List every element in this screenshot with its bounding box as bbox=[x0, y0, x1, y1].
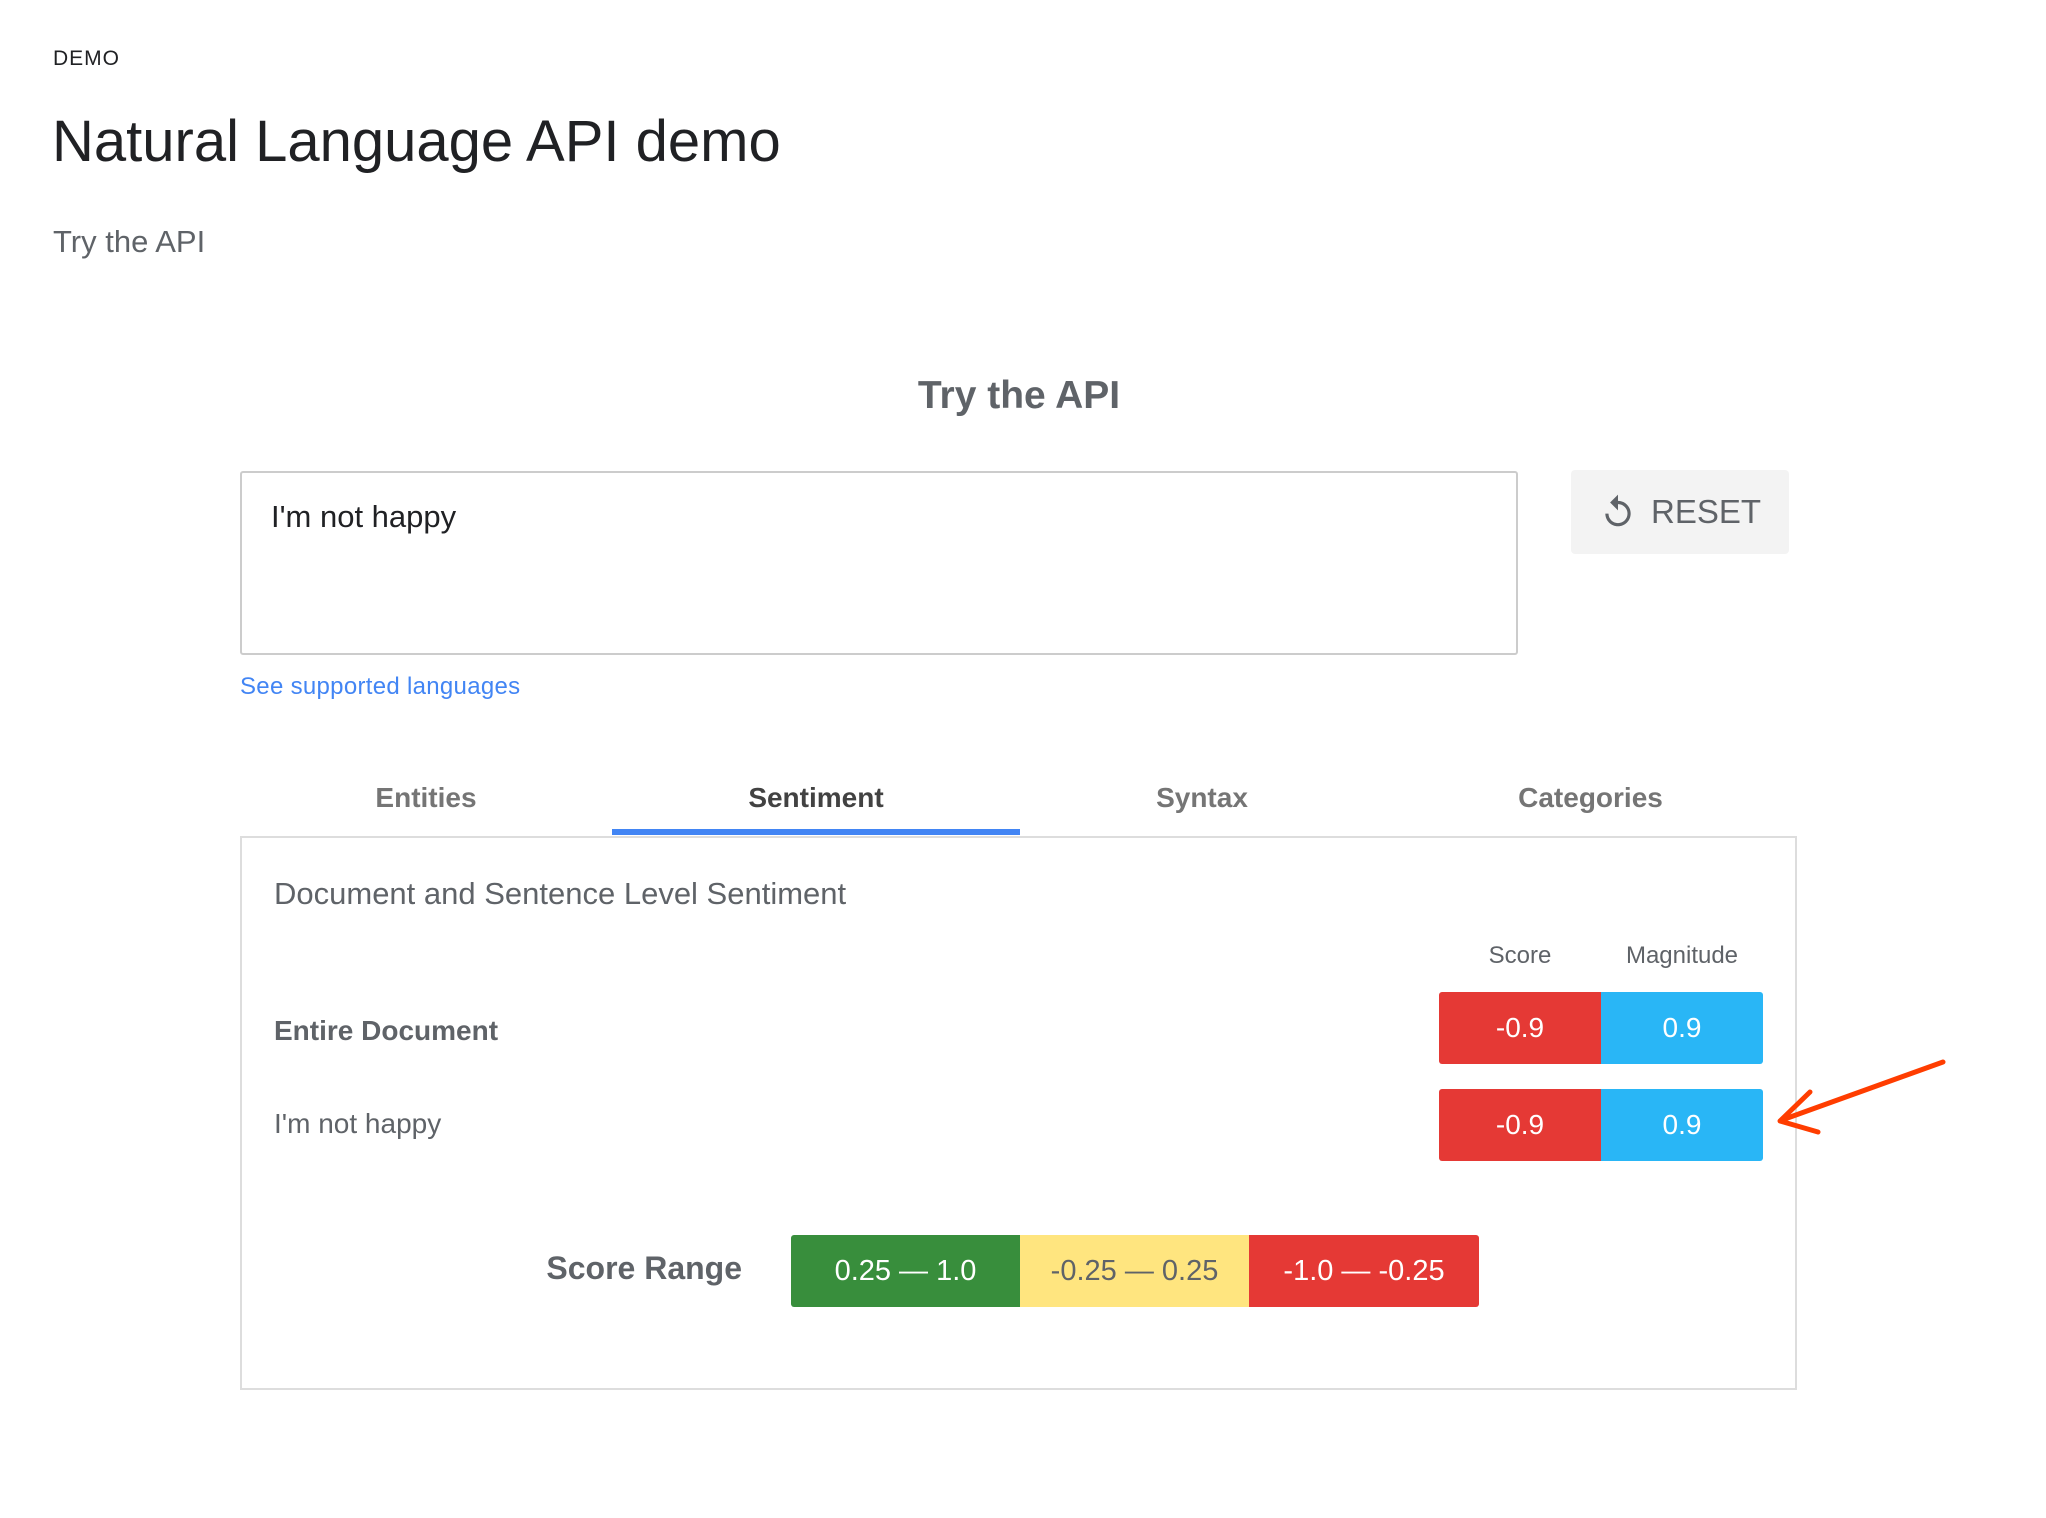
range-negative: -1.0 — -0.25 bbox=[1249, 1235, 1479, 1307]
row-label-document: Entire Document bbox=[274, 1015, 499, 1046]
page-subtitle: Try the API bbox=[53, 224, 206, 259]
supported-languages-link[interactable]: See supported languages bbox=[240, 673, 521, 700]
section-title: Try the API bbox=[917, 374, 1121, 417]
eyebrow-label: DEMO bbox=[53, 47, 120, 70]
tab-categories[interactable]: Categories bbox=[1518, 782, 1663, 813]
reset-button[interactable]: RESET bbox=[1571, 470, 1789, 554]
page-title: Natural Language API demo bbox=[52, 109, 781, 174]
reset-label: RESET bbox=[1650, 493, 1762, 530]
reset-icon bbox=[1605, 494, 1631, 527]
score-column-header: Score bbox=[1488, 942, 1552, 969]
panel-heading: Document and Sentence Level Sentiment bbox=[274, 876, 847, 911]
tab-syntax[interactable]: Syntax bbox=[1156, 782, 1248, 813]
tab-entities[interactable]: Entities bbox=[375, 782, 477, 813]
sentence-score: -0.9 bbox=[1439, 1089, 1601, 1161]
active-tab-indicator bbox=[612, 829, 1020, 835]
range-neutral: -0.25 — 0.25 bbox=[1020, 1235, 1249, 1307]
score-range-label: Score Range bbox=[546, 1250, 742, 1286]
annotation-arrow-icon bbox=[1777, 1059, 1946, 1135]
text-input[interactable] bbox=[240, 471, 1518, 655]
document-magnitude: 0.9 bbox=[1601, 992, 1763, 1064]
tab-sentiment[interactable]: Sentiment bbox=[748, 782, 884, 813]
row-label-sentence: I'm not happy bbox=[274, 1108, 442, 1139]
sentence-magnitude: 0.9 bbox=[1601, 1089, 1763, 1161]
range-positive: 0.25 — 1.0 bbox=[791, 1235, 1020, 1307]
document-score: -0.9 bbox=[1439, 992, 1601, 1064]
magnitude-column-header: Magnitude bbox=[1625, 942, 1739, 969]
